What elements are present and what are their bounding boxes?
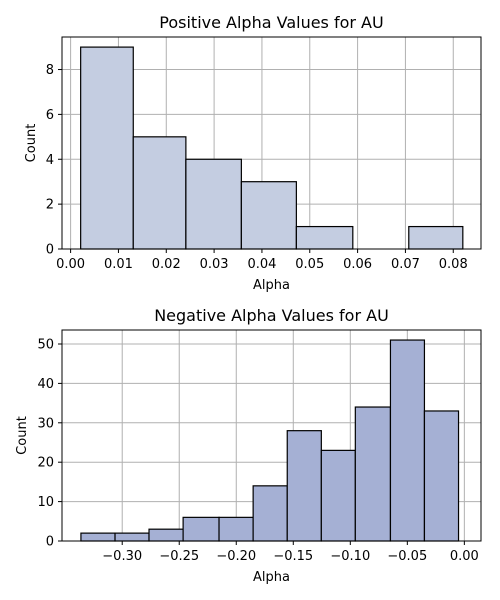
chart-panel-1: 0.00 0.01 0.02 0.03 0.04 0.05 0.06 0.07 0.08 0 2 4 6… (24, 13, 482, 293)
chart-panel-2: −0.30 −0.25 −0.20 −0.15 −0.10 −0.05 0.00 0 10 20 3… (15, 306, 482, 585)
y-axis-label: Count (15, 416, 30, 455)
histogram-bar (240, 181, 297, 250)
x-tick-label: 0.01 (104, 257, 133, 272)
histogram-bar (295, 225, 354, 250)
histogram-bar (286, 430, 322, 542)
x-tick-label: −0.20 (216, 549, 256, 564)
histogram-bar (389, 339, 426, 542)
y-tick-label: 20 (37, 456, 54, 471)
x-tick-label: −0.10 (330, 549, 370, 564)
x-tick-label: 0.00 (450, 549, 479, 564)
x-tick-label: 0.00 (56, 257, 85, 272)
y-tick-label: 10 (37, 495, 54, 510)
histogram-bar (252, 485, 288, 542)
x-tick-label: −0.25 (159, 549, 199, 564)
x-axis-label: Alpha (253, 278, 290, 293)
y-tick-label: 0 (46, 243, 54, 258)
x-tick-label: 0.06 (343, 257, 372, 272)
y-tick-label: 0 (46, 535, 54, 550)
y-tick-label: 50 (37, 337, 54, 352)
chart-title: Negative Alpha Values for AU (154, 306, 389, 325)
histogram-bar (218, 516, 254, 542)
x-tick-label: 0.08 (439, 257, 468, 272)
y-tick-label: 8 (46, 63, 54, 78)
histogram-bar (185, 158, 242, 250)
x-tick-label: −0.15 (273, 549, 313, 564)
x-tick-label: −0.30 (102, 549, 142, 564)
histogram-bar (354, 406, 392, 542)
histogram-bar (182, 516, 220, 542)
x-axis-label: Alpha (253, 570, 290, 585)
y-tick-label: 2 (46, 198, 54, 213)
axes-frame (61, 329, 482, 542)
histogram-bar (320, 449, 356, 542)
histogram-bar (80, 46, 134, 250)
axes-frame (61, 36, 482, 250)
histogram-bar (408, 225, 464, 250)
x-tick-label: 0.02 (152, 257, 181, 272)
histogram-bar (423, 410, 460, 542)
histogram-bar (132, 136, 187, 250)
y-tick-label: 4 (46, 153, 54, 168)
y-axis-label: Count (24, 124, 39, 163)
chart-title: Positive Alpha Values for AU (159, 13, 383, 32)
histogram-bar (80, 532, 116, 542)
y-tick-label: 40 (37, 377, 54, 392)
x-tick-label: 0.05 (295, 257, 324, 272)
x-tick-label: 0.07 (391, 257, 420, 272)
y-tick-label: 30 (37, 416, 54, 431)
histogram-bar (148, 528, 184, 542)
x-tick-label: −0.05 (387, 549, 427, 564)
histogram-bar (114, 532, 150, 542)
y-tick-label: 6 (46, 108, 54, 123)
x-tick-label: 0.03 (200, 257, 229, 272)
x-tick-label: 0.04 (247, 257, 276, 272)
